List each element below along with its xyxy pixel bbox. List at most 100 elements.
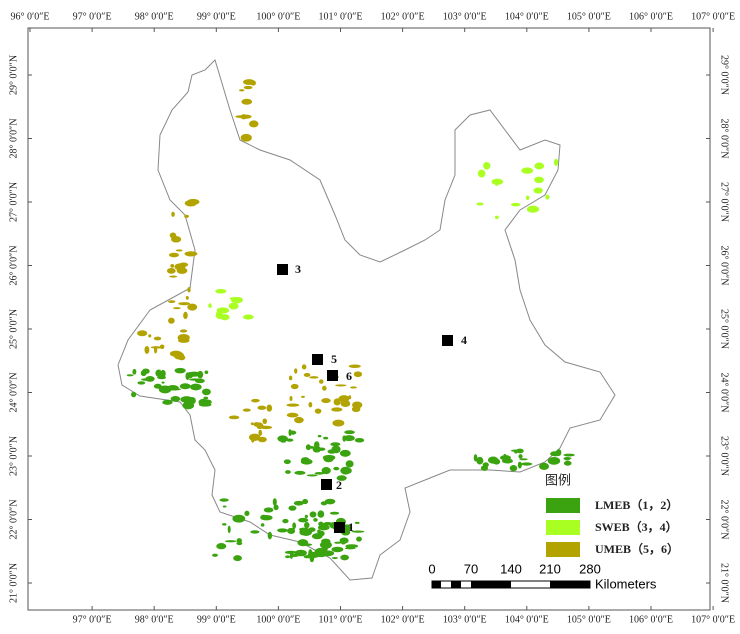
- patch: [499, 455, 511, 461]
- patch: [286, 412, 299, 418]
- scale-bar: 0 70 140 210 280 Kilometers: [428, 561, 657, 591]
- patch: [126, 374, 134, 377]
- patch: [302, 498, 309, 505]
- patch: [339, 537, 349, 544]
- patch: [137, 381, 146, 385]
- patch: [553, 158, 559, 166]
- patch: [346, 467, 352, 474]
- patch: [157, 375, 167, 380]
- patch: [182, 404, 194, 408]
- patch: [335, 384, 347, 387]
- site-marker: [277, 264, 288, 275]
- patch: [277, 528, 288, 533]
- patch: [166, 267, 176, 274]
- patch: [322, 385, 327, 391]
- patch: [563, 460, 572, 466]
- patch: [321, 398, 331, 404]
- patch: [344, 430, 355, 435]
- patch: [243, 85, 253, 90]
- patch: [161, 381, 165, 384]
- patch: [334, 541, 342, 544]
- patch: [216, 307, 230, 314]
- patch: [520, 462, 533, 466]
- patch: [148, 334, 152, 338]
- site-label: 5: [331, 352, 337, 366]
- patch: [351, 530, 365, 533]
- patch: [253, 422, 260, 427]
- legend-swatch: [546, 542, 580, 557]
- patch: [345, 460, 354, 468]
- site-label: 3: [295, 262, 301, 276]
- patch: [509, 465, 518, 472]
- patch: [339, 449, 351, 457]
- legend-label: SWEB（3，4）: [595, 519, 678, 534]
- patch: [248, 120, 259, 128]
- patch: [260, 523, 265, 527]
- patch: [300, 458, 313, 465]
- patch: [178, 302, 191, 306]
- patch: [174, 367, 186, 374]
- patch: [239, 89, 245, 92]
- legend-label: UMEB（5，6）: [595, 541, 679, 556]
- lon-label: 99° 0′0″E: [197, 11, 236, 22]
- patch: [480, 465, 488, 471]
- lat-label: 29° 0′0″N: [8, 55, 19, 95]
- patch: [314, 408, 322, 414]
- patch: [241, 98, 253, 105]
- patch: [285, 470, 291, 474]
- patch: [322, 543, 327, 547]
- patch: [307, 445, 315, 449]
- patch: [333, 398, 341, 406]
- patch: [250, 80, 256, 86]
- patch: [184, 214, 189, 218]
- patch: [177, 333, 190, 342]
- patch: [153, 336, 162, 341]
- patch: [494, 215, 499, 220]
- patch: [343, 435, 355, 442]
- patch: [304, 521, 310, 529]
- patch: [331, 556, 338, 560]
- patch: [145, 376, 155, 382]
- lon-label: 106° 0′0″E: [629, 614, 673, 625]
- patch: [230, 296, 243, 304]
- patch: [228, 302, 239, 310]
- lon-label: 102° 0′0″E: [381, 614, 425, 625]
- lon-label: 97° 0′0″E: [73, 11, 112, 22]
- patch: [283, 459, 291, 465]
- legend-label: LMEB（1，2）: [595, 497, 678, 512]
- patch: [132, 368, 137, 375]
- lat-label: 22° 0′0″N: [8, 499, 19, 539]
- patch: [137, 330, 148, 337]
- lon-label: 101° 0′0″E: [319, 11, 363, 22]
- lat-label: 23° 0′0″N: [8, 436, 19, 476]
- patch: [301, 543, 313, 546]
- patch: [309, 554, 315, 563]
- patch: [303, 372, 311, 377]
- patch: [294, 470, 306, 475]
- patch: [243, 314, 254, 320]
- patch: [222, 523, 227, 526]
- scale-segment: [451, 581, 461, 588]
- patch: [518, 454, 523, 459]
- patch: [539, 462, 550, 470]
- patch: [190, 383, 202, 391]
- patch: [313, 518, 318, 522]
- patch: [240, 133, 252, 142]
- scale-segment: [550, 581, 590, 588]
- patch: [258, 429, 263, 436]
- patch: [476, 202, 484, 206]
- patch: [285, 555, 291, 559]
- patch: [284, 550, 297, 554]
- patch: [187, 303, 198, 311]
- lon-label: 98° 0′0″E: [135, 614, 174, 625]
- patch: [351, 406, 361, 413]
- patch: [201, 388, 211, 396]
- patch: [175, 249, 183, 252]
- patch: [173, 307, 181, 310]
- patch: [338, 395, 350, 403]
- patch: [473, 454, 478, 462]
- patch: [250, 422, 254, 426]
- patch: [287, 527, 296, 535]
- patch: [354, 437, 365, 443]
